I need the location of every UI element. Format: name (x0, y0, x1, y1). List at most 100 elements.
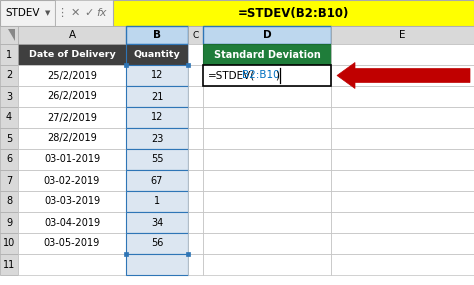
Polygon shape (337, 62, 470, 89)
Text: 8: 8 (6, 196, 12, 207)
Bar (0, 191, 18, 212)
Bar (126, 233, 188, 254)
Text: 6: 6 (6, 154, 12, 164)
Bar (18, 254, 126, 275)
Bar (18, 65, 126, 86)
Text: A: A (68, 30, 75, 40)
Polygon shape (8, 29, 15, 41)
Bar (331, 233, 474, 254)
Bar (188, 191, 203, 212)
Text: 27/2/2019: 27/2/2019 (47, 113, 97, 123)
Bar (188, 233, 203, 254)
Text: Standard Deviation: Standard Deviation (214, 50, 320, 60)
Bar (0, 86, 18, 107)
Text: 9: 9 (6, 217, 12, 227)
Bar (188, 26, 203, 44)
Bar (126, 254, 188, 275)
Text: 56: 56 (151, 239, 163, 249)
Bar (203, 212, 331, 233)
Bar (18, 26, 126, 44)
Bar (203, 128, 331, 149)
Bar (203, 86, 331, 107)
Bar (0, 170, 18, 191)
Bar (0, 212, 18, 233)
Text: ▼: ▼ (46, 10, 51, 16)
Bar (126, 212, 188, 233)
Text: =STDEV(: =STDEV( (208, 70, 255, 80)
Bar (18, 170, 126, 191)
Text: D: D (263, 30, 271, 40)
Bar (124, 63, 128, 67)
Bar (331, 254, 474, 275)
Bar (188, 65, 203, 86)
Bar (331, 170, 474, 191)
Bar (203, 26, 331, 44)
Text: 5: 5 (6, 133, 12, 144)
Bar (0, 128, 18, 149)
Bar (55, 0, 113, 26)
Text: 03-04-2019: 03-04-2019 (44, 217, 100, 227)
Bar (126, 128, 188, 149)
Bar (0, 0, 55, 26)
Text: 12: 12 (151, 113, 163, 123)
Bar (331, 44, 474, 65)
Bar (126, 107, 188, 128)
Bar (18, 128, 126, 149)
Text: 26/2/2019: 26/2/2019 (47, 91, 97, 101)
Bar (186, 252, 190, 256)
Text: 67: 67 (151, 176, 163, 186)
Text: ✕: ✕ (70, 8, 80, 18)
Bar (203, 170, 331, 191)
Bar (126, 170, 188, 191)
Text: fx: fx (97, 8, 107, 18)
Text: 03-02-2019: 03-02-2019 (44, 176, 100, 186)
Text: 4: 4 (6, 113, 12, 123)
Bar (331, 86, 474, 107)
Bar (188, 128, 203, 149)
Bar (126, 44, 188, 65)
Bar (331, 149, 474, 170)
Bar (0, 254, 18, 275)
Text: E: E (399, 30, 406, 40)
Bar (203, 149, 331, 170)
Bar (0, 26, 18, 44)
Bar (0, 65, 18, 86)
Bar (203, 233, 331, 254)
Bar (331, 191, 474, 212)
Text: 21: 21 (151, 91, 163, 101)
Text: 03-01-2019: 03-01-2019 (44, 154, 100, 164)
Bar (203, 107, 331, 128)
Bar (203, 254, 331, 275)
Bar (18, 149, 126, 170)
Text: 25/2/2019: 25/2/2019 (47, 70, 97, 80)
Bar (331, 128, 474, 149)
Bar (113, 0, 474, 26)
Bar (18, 233, 126, 254)
Text: 2: 2 (6, 70, 12, 80)
Text: 10: 10 (3, 239, 15, 249)
Bar (126, 86, 188, 107)
Bar (126, 191, 188, 212)
Bar (18, 107, 126, 128)
Text: 12: 12 (151, 70, 163, 80)
Bar (203, 65, 331, 86)
Text: ✓: ✓ (84, 8, 94, 18)
Bar (188, 254, 203, 275)
Bar (188, 170, 203, 191)
Bar (186, 63, 190, 67)
Bar (188, 86, 203, 107)
Text: 03-05-2019: 03-05-2019 (44, 239, 100, 249)
Text: 55: 55 (151, 154, 163, 164)
Bar (331, 65, 474, 86)
Bar (0, 233, 18, 254)
Text: STDEV: STDEV (5, 8, 40, 18)
Text: 23: 23 (151, 133, 163, 144)
Text: 11: 11 (3, 260, 15, 270)
Text: ⋮: ⋮ (56, 8, 68, 18)
Text: ): ) (275, 70, 279, 80)
Bar (203, 44, 331, 65)
Bar (203, 191, 331, 212)
Text: 3: 3 (6, 91, 12, 101)
Bar (0, 149, 18, 170)
Bar (0, 44, 18, 65)
